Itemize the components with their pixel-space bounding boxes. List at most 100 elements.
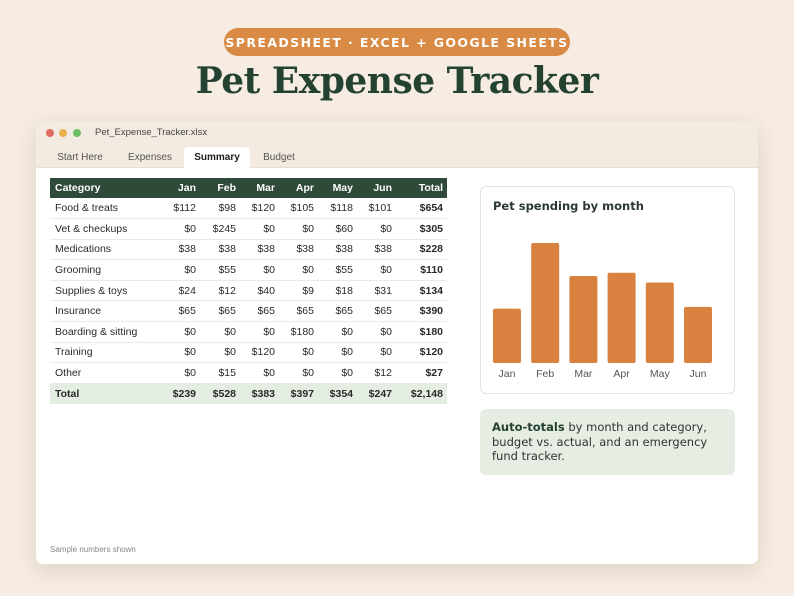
row-total-cell[interactable]: $180: [396, 321, 447, 343]
value-cell[interactable]: $0: [160, 321, 200, 343]
table-row: Boarding & sitting $0 $0 $0 $180 $0 $0 $180: [50, 321, 447, 343]
value-cell[interactable]: $38: [318, 239, 357, 261]
value-cell[interactable]: $0: [200, 321, 240, 343]
value-cell[interactable]: $38: [357, 239, 396, 261]
value-cell[interactable]: $65: [318, 300, 357, 323]
value-cell[interactable]: $0: [318, 362, 357, 384]
value-cell[interactable]: $65: [160, 300, 200, 323]
column-header: Apr: [279, 178, 318, 198]
value-cell[interactable]: $0: [318, 342, 357, 364]
value-cell[interactable]: $55: [318, 259, 357, 281]
value-cell[interactable]: $112: [160, 198, 200, 220]
value-cell[interactable]: $0: [240, 321, 279, 343]
column-header: Total: [396, 178, 447, 198]
total-value-cell[interactable]: $354: [318, 383, 357, 404]
value-cell[interactable]: $38: [279, 239, 318, 261]
info-text: by month and category, budget vs. actual…: [492, 420, 708, 463]
value-cell[interactable]: $0: [357, 218, 396, 240]
total-value-cell[interactable]: $397: [279, 383, 318, 404]
value-cell[interactable]: $0: [240, 218, 279, 240]
value-cell[interactable]: $0: [357, 321, 396, 343]
value-cell[interactable]: $65: [200, 300, 240, 323]
category-cell[interactable]: Supplies & toys: [50, 280, 160, 302]
value-cell[interactable]: $15: [200, 362, 240, 384]
category-cell[interactable]: Other: [50, 362, 160, 384]
value-cell[interactable]: $120: [240, 342, 279, 364]
row-total-cell[interactable]: $27: [396, 362, 447, 384]
value-cell[interactable]: $12: [357, 362, 396, 384]
value-cell[interactable]: $101: [357, 198, 396, 220]
row-total-cell[interactable]: $110: [396, 259, 447, 281]
row-total-cell[interactable]: $390: [396, 300, 447, 323]
value-cell[interactable]: $98: [200, 198, 240, 220]
value-cell[interactable]: $0: [318, 321, 357, 343]
table-row: Vet & checkups $0 $245 $0 $0 $60 $0 $305: [50, 218, 447, 240]
maximize-window-button[interactable]: [73, 129, 81, 137]
category-cell[interactable]: Food & treats: [50, 198, 160, 220]
value-cell[interactable]: $0: [279, 259, 318, 281]
value-cell[interactable]: $0: [200, 342, 240, 364]
value-cell[interactable]: $120: [240, 198, 279, 220]
value-cell[interactable]: $12: [200, 280, 240, 302]
total-value-cell[interactable]: $239: [160, 383, 200, 404]
row-total-cell[interactable]: $120: [396, 342, 447, 364]
value-cell[interactable]: $245: [200, 218, 240, 240]
value-cell[interactable]: $38: [240, 239, 279, 261]
bar-chart: Jan Feb Mar Apr May Jun: [493, 243, 712, 380]
value-cell[interactable]: $0: [357, 342, 396, 364]
total-label-cell[interactable]: Total: [50, 383, 160, 404]
value-cell[interactable]: $180: [279, 321, 318, 343]
value-cell[interactable]: $9: [279, 280, 318, 302]
category-cell[interactable]: Training: [50, 342, 160, 364]
bar-apr: [607, 272, 636, 363]
total-value-cell[interactable]: $383: [240, 383, 279, 404]
value-cell[interactable]: $0: [279, 218, 318, 240]
total-value-cell[interactable]: $528: [200, 383, 240, 404]
value-cell[interactable]: $0: [240, 362, 279, 384]
row-total-cell[interactable]: $305: [396, 218, 447, 240]
category-cell[interactable]: Medications: [50, 239, 160, 261]
category-cell[interactable]: Grooming: [50, 259, 160, 281]
value-cell[interactable]: $65: [240, 300, 279, 323]
tab-start-here[interactable]: Start Here: [57, 152, 103, 163]
value-cell[interactable]: $60: [318, 218, 357, 240]
value-cell[interactable]: $55: [200, 259, 240, 281]
tab-expenses[interactable]: Expenses: [128, 152, 172, 163]
category-cell[interactable]: Insurance: [50, 300, 160, 323]
value-cell[interactable]: $31: [357, 280, 396, 302]
value-cell[interactable]: $38: [200, 239, 240, 261]
value-cell[interactable]: $0: [240, 259, 279, 281]
row-total-cell[interactable]: $228: [396, 239, 447, 261]
spreadsheet-window: Pet_Expense_Tracker.xlsx Start Here Expe…: [36, 122, 758, 564]
info-bold-text: Auto-totals: [492, 420, 565, 434]
tab-budget[interactable]: Budget: [263, 152, 295, 163]
value-cell[interactable]: $105: [279, 198, 318, 220]
category-cell[interactable]: Boarding & sitting: [50, 321, 160, 343]
category-cell[interactable]: Vet & checkups: [50, 218, 160, 240]
value-cell[interactable]: $0: [160, 342, 200, 364]
value-cell[interactable]: $0: [279, 362, 318, 384]
total-value-cell[interactable]: $2,148: [396, 383, 447, 404]
minimize-window-button[interactable]: [59, 129, 67, 137]
value-cell[interactable]: $40: [240, 280, 279, 302]
row-total-cell[interactable]: $134: [396, 280, 447, 302]
value-cell[interactable]: $0: [160, 218, 200, 240]
table-row: Grooming $0 $55 $0 $0 $55 $0 $110: [50, 259, 447, 281]
value-cell[interactable]: $0: [357, 259, 396, 281]
row-total-cell[interactable]: $654: [396, 198, 447, 220]
value-cell[interactable]: $0: [279, 342, 318, 364]
x-tick-label: May: [650, 368, 671, 380]
close-window-button[interactable]: [46, 129, 54, 137]
value-cell[interactable]: $65: [279, 300, 318, 323]
value-cell[interactable]: $38: [160, 239, 200, 261]
total-value-cell[interactable]: $247: [357, 383, 396, 404]
value-cell[interactable]: $0: [160, 259, 200, 281]
value-cell[interactable]: $65: [357, 300, 396, 323]
tab-summary[interactable]: Summary: [184, 147, 250, 168]
value-cell[interactable]: $0: [160, 362, 200, 384]
bar-jan: [493, 308, 521, 363]
value-cell[interactable]: $118: [318, 198, 357, 220]
value-cell[interactable]: $18: [318, 280, 357, 302]
value-cell[interactable]: $24: [160, 280, 200, 302]
file-name: Pet_Expense_Tracker.xlsx: [95, 127, 208, 138]
